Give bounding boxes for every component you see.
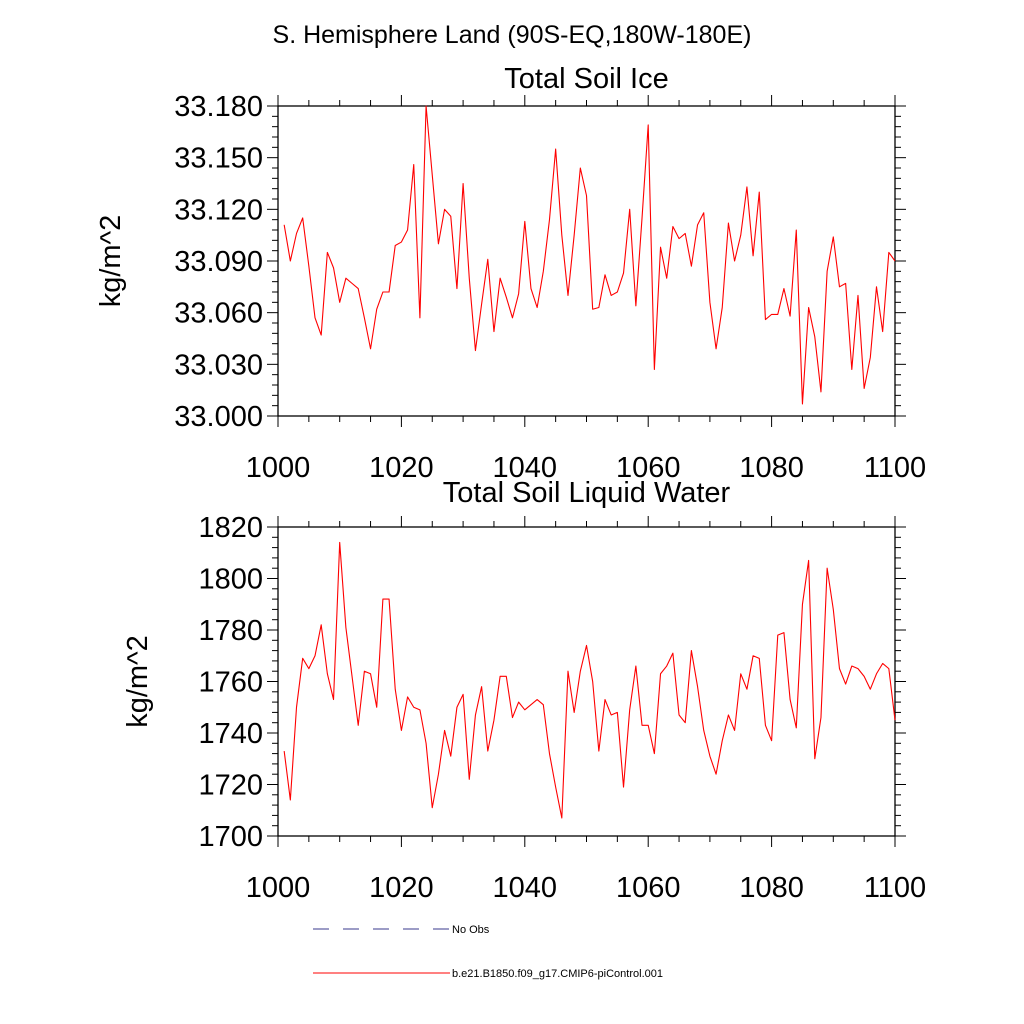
x-tick-label: 1040 — [493, 452, 558, 484]
y-tick-label: 1800 — [198, 564, 263, 596]
x-tick-label: 1060 — [616, 872, 681, 904]
y-axis-label: kg/m^2 — [122, 635, 154, 728]
chart-title: Total Soil Ice — [504, 63, 668, 95]
y-tick-label: 1720 — [198, 770, 263, 802]
chart-2: Total Soil Liquid Water 1000 1020 1040 1060 1… — [122, 477, 926, 904]
y-tick-label: 33.030 — [174, 349, 263, 381]
y-tick-label: 33.180 — [174, 91, 263, 123]
y-tick-label: 33.090 — [174, 246, 263, 278]
x-tick-label: 1020 — [369, 872, 434, 904]
x-tick-label: 1080 — [739, 872, 804, 904]
y-tick-label: 33.000 — [174, 401, 263, 433]
y-tick-label: 33.150 — [174, 143, 263, 175]
x-tick-label: 1100 — [864, 452, 926, 484]
x-tick-label: 1100 — [864, 872, 926, 904]
y-tick-label: 33.120 — [174, 194, 263, 226]
legend: No Obs b.e21.B1850.f09_g17.CMIP6-piContro… — [313, 924, 663, 980]
legend-label-2: b.e21.B1850.f09_g17.CMIP6-piControl.001 — [452, 968, 663, 980]
x-tick-label: 1080 — [739, 452, 804, 484]
y-tick-label: 1820 — [198, 512, 263, 544]
y-tick-label: 33.060 — [174, 298, 263, 330]
series-line-1 — [283, 541, 896, 819]
y-tick-label: 1780 — [198, 615, 263, 647]
x-tick-label: 1060 — [616, 452, 681, 484]
y-tick-label: 1700 — [198, 821, 263, 853]
y-tick-label: 1740 — [198, 718, 263, 750]
chart-title: Total Soil Liquid Water — [443, 477, 731, 509]
series-line-1 — [283, 105, 896, 405]
y-tick-label: 1760 — [198, 667, 263, 699]
x-tick-label: 1000 — [246, 452, 311, 484]
plot-frame — [277, 105, 896, 417]
page-title: S. Hemisphere Land (90S-EQ,180W-180E) — [273, 21, 752, 49]
x-tick-label: 1000 — [246, 872, 311, 904]
x-tick-label: 1020 — [369, 452, 434, 484]
chart-1: Total Soil Ice 1000 1020 1040 1060 1080 1100 33… — [95, 63, 926, 484]
legend-label-1: No Obs — [452, 924, 490, 936]
y-axis-label: kg/m^2 — [95, 215, 127, 308]
x-tick-label: 1040 — [493, 872, 558, 904]
plot-frame — [277, 526, 896, 837]
